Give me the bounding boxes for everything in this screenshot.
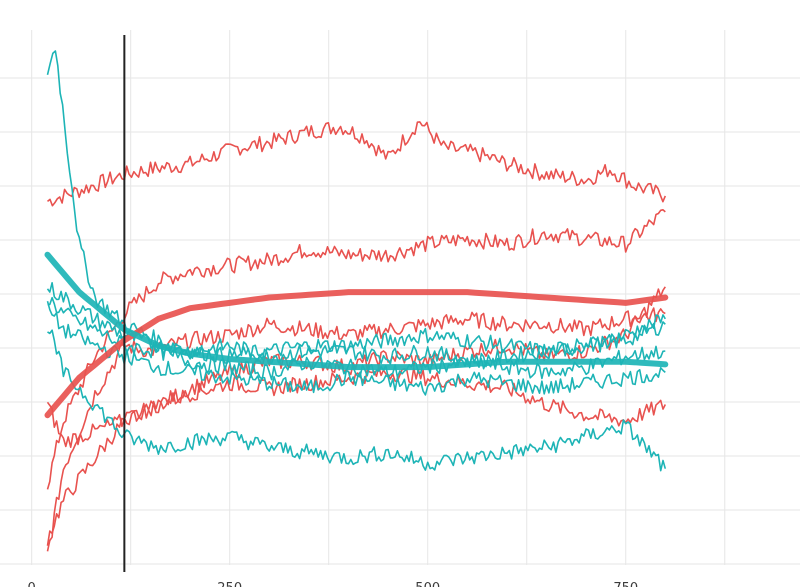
x-tick-label: 750 [613,581,638,587]
grid [0,30,800,565]
x-axis-ticks: 0 250 500 750 [28,581,639,587]
trend-lines [44,251,669,419]
x-tick-label: 500 [415,581,440,587]
series-line-teal-9 [47,329,667,472]
x-tick-label: 0 [28,581,36,587]
trend-line-teal [44,251,669,371]
series-line-teal-5 [46,50,666,364]
series-line-red-1 [46,209,666,490]
series-line-red-0 [47,121,667,207]
series-line-red-2 [46,307,666,552]
x-tick-label: 250 [217,581,242,587]
trend-line-red [44,289,669,419]
series-lines [46,50,667,552]
series-line-teal-8 [46,300,666,396]
